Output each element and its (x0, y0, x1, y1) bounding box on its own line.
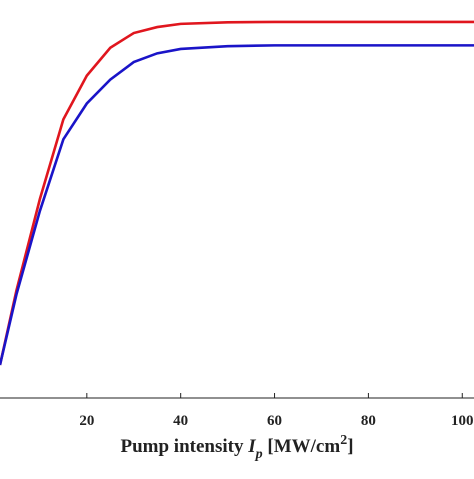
x-tick-label: 80 (361, 413, 376, 429)
x-tick-label: 100 (451, 413, 474, 429)
series-line (0, 20, 474, 366)
x-label-part: Pump intensity (120, 436, 248, 457)
x-label-part: [MW/cm (263, 436, 341, 457)
x-tick-label: 60 (267, 413, 282, 429)
x-axis-label: Pump intensity Ip [MW/cm2] (120, 433, 353, 462)
x-label-part: 2 (340, 433, 347, 448)
x-tick-label: 20 (79, 413, 94, 429)
series-line (0, 44, 474, 366)
x-label-part: ] (347, 436, 353, 457)
x-label-part: I (247, 436, 256, 457)
x-label-part: p (255, 447, 263, 462)
x-tick-label: 40 (173, 413, 188, 429)
